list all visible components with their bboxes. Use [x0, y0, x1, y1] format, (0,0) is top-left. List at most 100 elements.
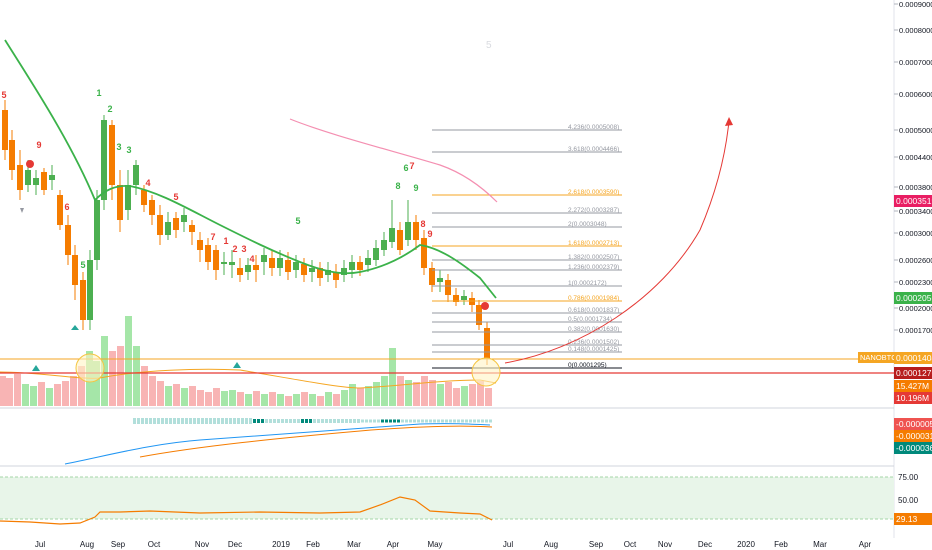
volume-bar	[133, 346, 140, 406]
td-count-label: 4	[145, 178, 150, 188]
macd-hist-bar	[429, 419, 432, 423]
macd-line	[64, 423, 491, 465]
macd-hist-bar	[381, 419, 384, 423]
fib-level-label: 0.236(0.0001502)	[568, 339, 619, 346]
macd-hist-bar	[273, 419, 276, 423]
time-tick-label: Nov	[658, 540, 672, 549]
td-count-label: 2	[232, 244, 237, 254]
buy-signal-icon	[233, 362, 241, 368]
macd-hist-bar	[285, 419, 288, 423]
volume-bar	[221, 391, 228, 406]
candle-body	[437, 278, 443, 282]
volume-bar	[141, 366, 148, 406]
time-tick-label: Aug	[544, 540, 558, 549]
price-tick-label: 0.0006000	[899, 90, 932, 99]
volume-bar	[437, 384, 444, 406]
buy-signal-icon	[32, 365, 40, 371]
macd-hist-bar	[385, 419, 388, 423]
fibonacci-extension[interactable]: 4.236(0.0005008) 3.618(0.0004466) 2.618(0.…	[432, 124, 622, 369]
volume-bar	[173, 384, 180, 406]
volume-bar	[429, 380, 436, 406]
volume-bar	[165, 386, 172, 406]
rsi-tick-label: 50.00	[898, 496, 919, 505]
price-tick-label: 0.0002300	[899, 278, 932, 287]
macd-hist-bar	[169, 418, 172, 424]
volume-bar	[70, 376, 77, 406]
macd-hist-bar	[249, 418, 252, 424]
fib-level-label: 4.236(0.0005008)	[568, 124, 619, 131]
fib-level-label: 3.618(0.0004466)	[568, 146, 619, 153]
volume-bar	[181, 388, 188, 406]
sell-signal-icon	[26, 160, 34, 168]
time-tick-label: Dec	[228, 540, 242, 549]
volume-bar	[213, 388, 220, 406]
time-tick-label: Jul	[503, 540, 513, 549]
candle-body	[325, 270, 331, 275]
volume-bar	[317, 396, 324, 406]
macd-hist-bar	[161, 418, 164, 424]
price-scale[interactable]: 0.0009000 0.0008000 0.0007000 0.0006000 0.00…	[894, 0, 932, 359]
candle-body	[373, 248, 379, 260]
candle-body	[117, 185, 123, 220]
price-tick-label: 0.0001700	[899, 326, 932, 335]
fib-level-label: 1.618(0.0002713)	[568, 240, 619, 247]
time-tick-label: Feb	[774, 540, 788, 549]
macd-hist-bar	[349, 419, 352, 423]
macd-hist-bar	[377, 419, 380, 423]
macd-hist-bar	[245, 418, 248, 424]
candle-body	[421, 238, 427, 268]
volume-bar	[445, 382, 452, 406]
macd-hist-bar	[413, 419, 416, 423]
volume-bar	[261, 394, 268, 406]
volume-bar	[197, 390, 204, 406]
volume-bar	[93, 361, 100, 406]
macd-hist-bar	[369, 419, 372, 423]
fib-level-label: 0.382(0.0001630)	[568, 326, 619, 333]
macd-hist-bar	[321, 419, 324, 423]
td-count-label: 2	[107, 104, 112, 114]
time-tick-label: Feb	[306, 540, 320, 549]
volume-bar	[237, 392, 244, 406]
candle-body	[445, 280, 451, 295]
time-tick-label: May	[427, 540, 442, 549]
macd-hist-bar	[461, 419, 464, 423]
volume-bar	[189, 386, 196, 406]
macd-hist-bar	[421, 419, 424, 423]
candle-body	[293, 262, 299, 270]
volume-bar	[405, 380, 412, 406]
macd-hist-bar	[337, 419, 340, 423]
volume-bar	[101, 336, 108, 406]
macd-signal-line	[139, 425, 493, 458]
td-count-label: 9	[36, 140, 41, 150]
volume-bar	[413, 382, 420, 406]
macd-hist-bar	[301, 419, 304, 423]
macd-hist-bar	[445, 419, 448, 423]
macd-hist-bar	[309, 419, 312, 423]
time-tick-label: Sep	[589, 540, 604, 549]
candle-body	[476, 305, 482, 325]
fib-level-label: 2.272(0.0003287)	[568, 207, 619, 214]
ma-short-line	[4, 39, 497, 299]
fib-level-label: 0.148(0.0001425)	[568, 346, 619, 353]
candle-body	[165, 222, 171, 235]
candle-body	[9, 140, 15, 170]
macd-hist-bar	[181, 418, 184, 424]
volume-label-1: 15.427M	[894, 380, 932, 392]
rsi-scale[interactable]: 75.00 50.00	[898, 473, 919, 505]
macd-hist-bar	[237, 418, 240, 424]
td-count-label: 5	[80, 260, 85, 270]
rsi-line	[0, 496, 493, 525]
volume-bar	[269, 392, 276, 406]
price-label-current: 0.0001404	[894, 352, 932, 364]
candle-body	[381, 240, 387, 250]
macd-label-3: -0.0000363	[894, 442, 932, 454]
macd-hist-bar	[141, 418, 144, 424]
candle-body	[41, 172, 47, 190]
price-tick-label: 0.0002000	[899, 304, 932, 313]
projection-curve[interactable]	[504, 120, 730, 364]
macd-hist-bar	[481, 419, 484, 423]
time-axis[interactable]: Jul Aug Sep Oct Nov Dec 2019 Feb Mar Apr May Jul Aug…	[35, 540, 872, 549]
macd-hist-bar	[333, 419, 336, 423]
